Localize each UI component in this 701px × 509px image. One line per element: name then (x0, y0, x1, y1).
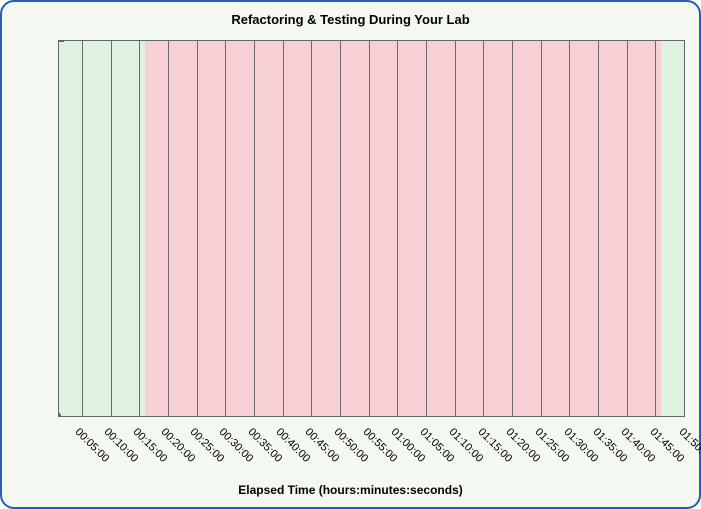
plot-area: 1 (58, 40, 685, 417)
gridline (455, 41, 456, 416)
background-region (661, 41, 684, 416)
gridline (426, 41, 427, 416)
y-tick-mark (59, 41, 64, 42)
gridline (483, 41, 484, 416)
gridline (197, 41, 198, 416)
background-region (59, 41, 145, 416)
y-tick-mark (59, 416, 64, 417)
gridline (254, 41, 255, 416)
gridline (598, 41, 599, 416)
gridline (340, 41, 341, 416)
chart-title: Refactoring & Testing During Your Lab (2, 12, 699, 27)
background-region (145, 41, 661, 416)
data-marker (58, 412, 63, 417)
gridline (283, 41, 284, 416)
gridline (541, 41, 542, 416)
x-tick-labels: 00:05:0000:10:0000:15:0000:20:0000:25:00… (58, 426, 685, 486)
gridline (655, 41, 656, 416)
gridline (111, 41, 112, 416)
gridline (168, 41, 169, 416)
gridline (225, 41, 226, 416)
gridline (82, 41, 83, 416)
gridline (139, 41, 140, 416)
gridline (397, 41, 398, 416)
gridline (369, 41, 370, 416)
gridline (684, 41, 685, 416)
gridline (512, 41, 513, 416)
chart-frame: Refactoring & Testing During Your Lab Nu… (0, 0, 701, 509)
gridline (311, 41, 312, 416)
x-axis-label: Elapsed Time (hours:minutes:seconds) (2, 483, 699, 497)
gridline (627, 41, 628, 416)
gridline (569, 41, 570, 416)
